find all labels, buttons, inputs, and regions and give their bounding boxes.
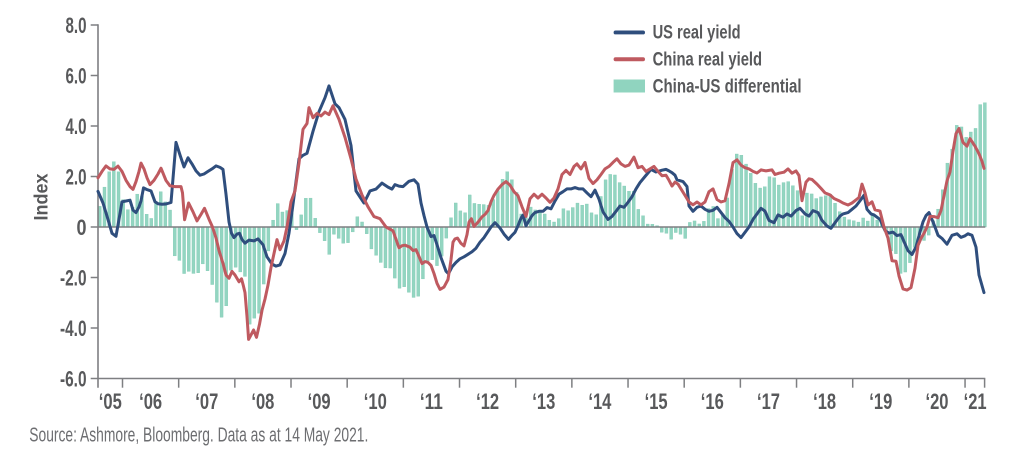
svg-text:0: 0 xyxy=(77,215,87,240)
svg-text:‘11: ‘11 xyxy=(420,389,443,414)
svg-text:Source: Ashmore, Bloomberg. Da: Source: Ashmore, Bloomberg. Data as at 1… xyxy=(29,425,368,447)
svg-text:China-US differential: China-US differential xyxy=(653,76,802,98)
svg-text:‘12: ‘12 xyxy=(476,389,499,414)
svg-text:‘05: ‘05 xyxy=(99,389,122,414)
svg-text:-4.0: -4.0 xyxy=(60,316,87,341)
svg-text:‘17: ‘17 xyxy=(757,389,780,414)
svg-text:US real yield: US real yield xyxy=(653,22,741,44)
svg-text:-6.0: -6.0 xyxy=(60,366,87,391)
svg-text:‘07: ‘07 xyxy=(195,389,218,414)
svg-text:‘13: ‘13 xyxy=(532,389,555,414)
svg-text:‘16: ‘16 xyxy=(701,389,724,414)
svg-text:-2.0: -2.0 xyxy=(60,265,87,290)
svg-text:‘19: ‘19 xyxy=(869,389,892,414)
svg-text:8.0: 8.0 xyxy=(66,13,87,38)
svg-text:‘08: ‘08 xyxy=(251,389,274,414)
svg-text:‘10: ‘10 xyxy=(364,389,387,414)
svg-text:‘21: ‘21 xyxy=(964,389,987,414)
svg-text:Index: Index xyxy=(31,173,53,220)
svg-text:‘14: ‘14 xyxy=(588,389,612,414)
svg-text:4.0: 4.0 xyxy=(66,114,87,139)
svg-text:‘06: ‘06 xyxy=(139,389,162,414)
svg-text:‘09: ‘09 xyxy=(308,389,331,414)
svg-text:6.0: 6.0 xyxy=(66,63,87,88)
svg-text:‘15: ‘15 xyxy=(645,389,668,414)
svg-text:China real yield: China real yield xyxy=(653,49,763,71)
svg-text:‘20: ‘20 xyxy=(926,389,949,414)
svg-text:‘18: ‘18 xyxy=(813,389,836,414)
svg-text:2.0: 2.0 xyxy=(66,164,87,189)
